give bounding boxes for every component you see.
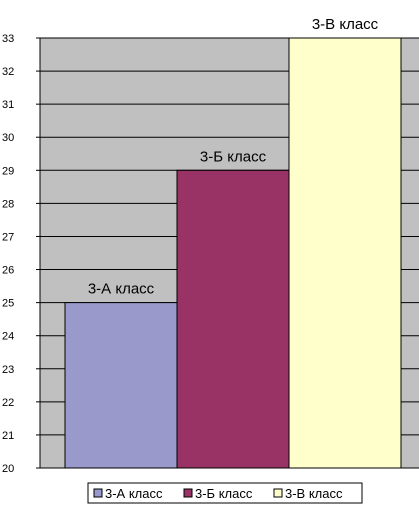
legend-entry: 3-В класс	[285, 486, 343, 501]
y-tick-label: 29	[2, 165, 14, 177]
y-tick-label: 22	[2, 397, 14, 409]
y-tick-label: 26	[2, 265, 14, 277]
y-axis: 20 21 22 23 24 25 26 27 28 29 30 31 32 33	[2, 33, 41, 475]
y-tick-label: 33	[2, 33, 14, 45]
data-label: 3-В класс	[312, 16, 379, 33]
bar	[288, 37, 402, 469]
y-tick-label: 23	[2, 364, 14, 376]
legend-swatch	[273, 488, 283, 498]
legend-entry: 3-Б класс	[195, 486, 253, 501]
y-tick-label: 25	[2, 298, 14, 310]
bar	[176, 169, 290, 469]
legend-box	[87, 482, 363, 504]
bars	[64, 37, 402, 469]
bar	[64, 302, 178, 469]
legend: 3-А класс 3-Б класс 3-В класс	[87, 482, 363, 504]
y-tick-label: 31	[2, 99, 14, 111]
y-tick-label: 28	[2, 198, 14, 210]
data-labels: 3-А класс 3-Б класс 3-В класс	[88, 16, 379, 298]
y-tick-label: 21	[2, 430, 14, 442]
legend-swatch	[183, 488, 193, 498]
y-tick-label: 30	[2, 132, 14, 144]
y-tick-label: 20	[2, 463, 14, 475]
legend-swatch	[93, 488, 103, 498]
y-tick-label: 24	[2, 331, 14, 343]
data-label: 3-Б класс	[200, 148, 267, 165]
y-tick-label: 32	[2, 66, 14, 78]
data-label: 3-А класс	[88, 281, 155, 298]
y-tick-label: 27	[2, 231, 14, 243]
legend-entry: 3-А класс	[105, 486, 163, 501]
